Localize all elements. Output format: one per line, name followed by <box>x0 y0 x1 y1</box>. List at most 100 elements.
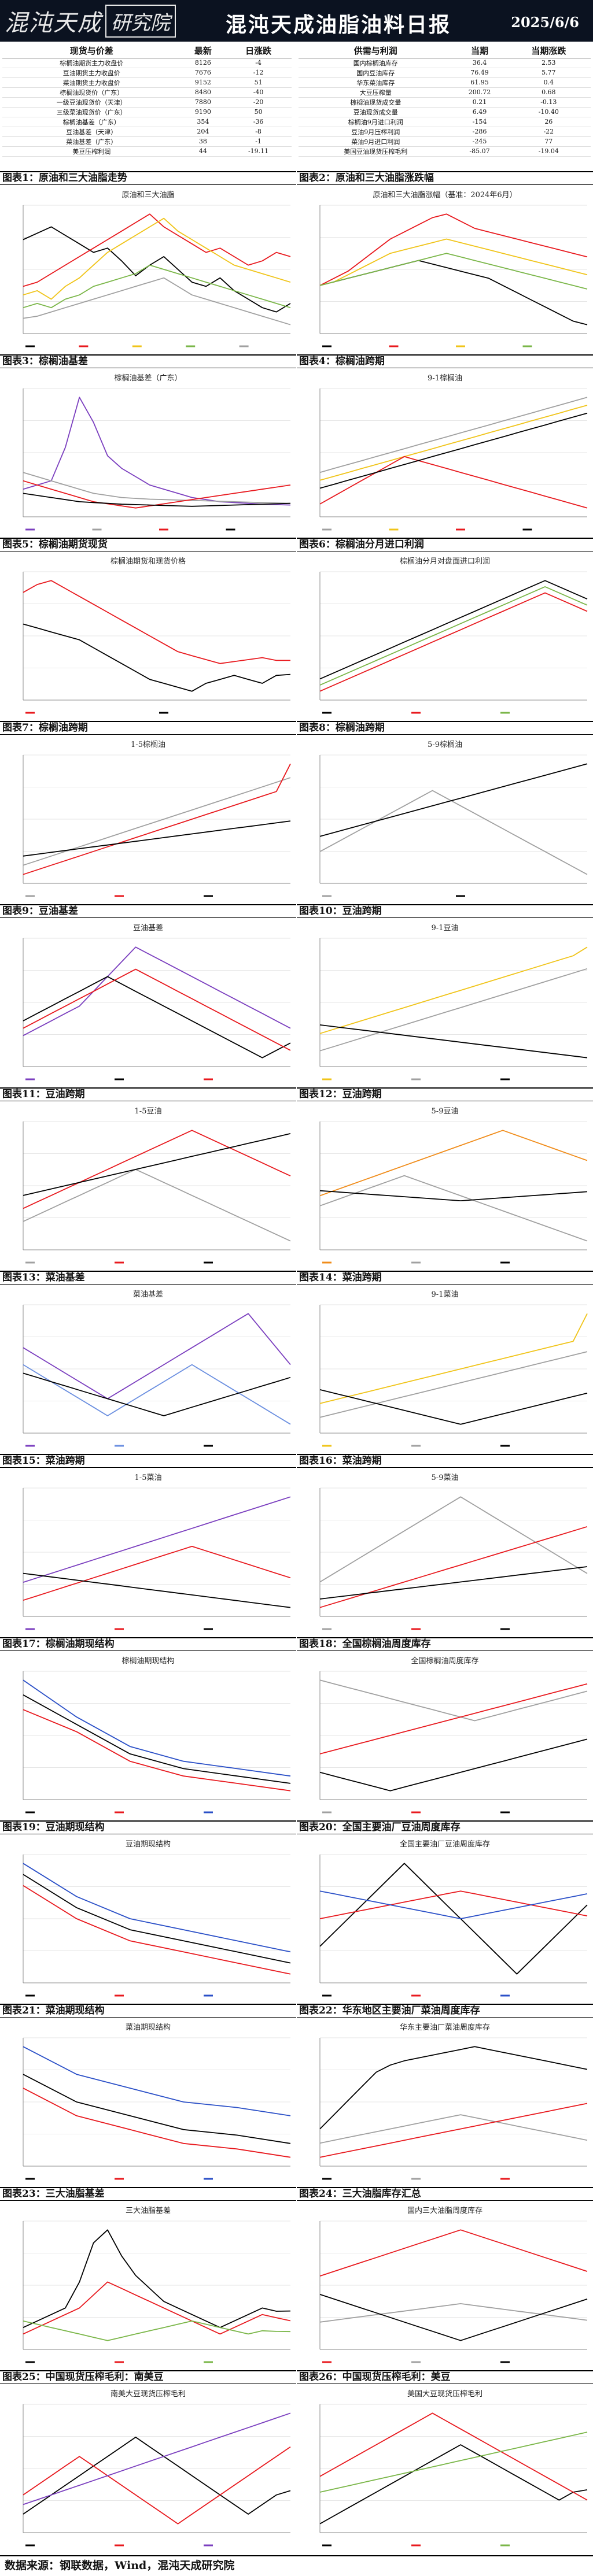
table-header-cell: 当期 <box>452 44 507 58</box>
series-line <box>319 260 588 325</box>
series-line <box>23 2412 291 2505</box>
table-cell: -85.07 <box>452 146 507 157</box>
series-line <box>319 405 588 481</box>
chart-section-header: 图表20：全国主要油厂豆油周度库存 <box>297 1820 593 1834</box>
report-header: 混沌天成 研究院 混沌天成油脂油料日报 2025/6/6 <box>0 0 593 42</box>
series-line <box>23 2437 291 2515</box>
chart: 美国大豆现货压榨毛利 <box>319 2389 588 2547</box>
table-row: 豆油基差（天津） 204 -8 <box>2 127 292 137</box>
table-cell: 棕榈油期货主力收盘价 <box>2 58 181 68</box>
series-line <box>319 1890 588 1919</box>
table-row: 棕榈油基差（广东） 354 -36 <box>2 117 292 127</box>
series-line <box>319 592 588 692</box>
series-line <box>319 1683 588 1755</box>
table-row: 国内豆油库存 76.49 5.77 <box>299 68 591 78</box>
series-line <box>319 2046 588 2130</box>
chart: 菜油期现结构 <box>23 2023 291 2180</box>
table-cell: 354 <box>181 117 226 127</box>
chart: 菜油基差 <box>23 1290 291 1447</box>
table-cell: 菜油期货主力收盘价 <box>2 77 181 88</box>
chart: 9-1豆油 <box>319 924 588 1080</box>
table-cell: 8480 <box>181 87 226 98</box>
table-cell: 三级菜油现货价（广东） <box>2 107 181 117</box>
series-line <box>23 472 291 504</box>
series-line <box>23 264 291 309</box>
series-line <box>319 1351 588 1418</box>
chart-title: 全国棕榈油周度库存 <box>411 1656 478 1665</box>
chart-section-header: 图表11：豆油跨期 <box>0 1087 296 1101</box>
table-cell: 华东菜油库存 <box>299 77 453 88</box>
chart-section-header: 图表24：三大油脂库存汇总 <box>297 2187 593 2201</box>
series-line <box>23 2074 291 2144</box>
series-line <box>23 2281 291 2335</box>
table-row: 菜油9月进口利润 -245 77 <box>299 136 591 147</box>
series-line <box>23 1545 291 1601</box>
series-line <box>319 1130 588 1197</box>
chart-title: 9-1菜油 <box>432 1290 459 1299</box>
series-line <box>23 1313 291 1400</box>
table-cell: 豆油期货主力收盘价 <box>2 68 181 78</box>
table-cell: -10.40 <box>506 107 591 117</box>
table-cell: -40 <box>225 87 292 98</box>
series-line <box>23 1496 291 1583</box>
chart-title: 1-5豆油 <box>135 1107 162 1116</box>
series-line <box>319 1190 588 1202</box>
table-row: 棕榈油现货价（广东） 8480 -40 <box>2 87 292 98</box>
chart-section-header: 图表5：棕榈油期货现货 <box>0 538 296 552</box>
table-cell: 豆油基差（天津） <box>2 127 181 137</box>
table-cell: -1 <box>225 136 292 147</box>
table-cell: 美豆压榨利润 <box>2 146 181 157</box>
chart: 豆油期现结构 <box>23 1840 291 1997</box>
series-line <box>319 1024 588 1058</box>
chart: 棕榈油期货和现货价格 <box>23 557 291 714</box>
table-cell: 61.95 <box>452 77 507 88</box>
chart-section-header: 图表6：棕榈油分月进口利润 <box>297 538 593 552</box>
series-line <box>319 1175 588 1242</box>
table-cell: 一级豆油现货价（天津） <box>2 97 181 108</box>
table-cell: 国内棕榈油库存 <box>299 58 453 68</box>
chart-title: 全国主要油厂豆油周度库存 <box>400 1840 490 1849</box>
chart-section-header: 图表1：原油和三大油脂走势 <box>0 171 296 185</box>
table-row: 菜油期货主力收盘价 9152 51 <box>2 77 292 88</box>
series-line <box>23 277 291 325</box>
table-row: 豆油现货成交量 6.49 -10.40 <box>299 107 591 117</box>
table-cell: -12 <box>225 68 292 78</box>
table-cell: 棕榈油现货成交量 <box>299 97 453 108</box>
table-cell: 菜油9月进口利润 <box>299 136 453 147</box>
series-line <box>23 763 291 875</box>
summary-tables: 现货与价差 最新 日涨跌 棕榈油期货主力收盘价 8126 -4 豆油期货主力收盘价 7676… <box>0 44 593 165</box>
table-cell: 0.21 <box>452 97 507 108</box>
chart: 5-9棕榈油 <box>319 741 588 897</box>
series-line <box>23 217 291 300</box>
series-line <box>319 1863 588 1975</box>
table-row: 大豆压榨量 200.72 0.68 <box>299 87 591 98</box>
table-cell: 菜油基差（广东） <box>2 136 181 147</box>
chart-title: 豆油期现结构 <box>126 1840 171 1849</box>
table-cell: 棕榈油9月进口利润 <box>299 117 453 127</box>
table-cell: -4 <box>225 58 292 68</box>
series-line <box>23 1679 291 1777</box>
table-row: 华东菜油库存 61.95 0.4 <box>299 77 591 88</box>
chart-title: 菜油期现结构 <box>126 2023 171 2032</box>
table-cell: -286 <box>452 127 507 137</box>
chart-section-header: 图表4：棕榈油跨期 <box>297 354 593 368</box>
series-line <box>319 2431 588 2493</box>
chart: 华东主要油厂菜油周度库存 <box>319 2023 588 2180</box>
table-cell: -20 <box>225 97 292 108</box>
series-line <box>319 1679 588 1722</box>
table-cell: 38 <box>181 136 226 147</box>
chart-section-header: 图表9：豆油基差 <box>0 904 296 918</box>
series-line <box>23 1694 291 1784</box>
table-cell: 7880 <box>181 97 226 108</box>
series-line <box>23 2320 291 2341</box>
table-cell: -36 <box>225 117 292 127</box>
series-line <box>319 2303 588 2323</box>
table-row: 国内棕榈油库存 36.4 2.53 <box>299 58 591 68</box>
chart: 棕榈油期现结构 <box>23 1657 291 1813</box>
chart: 原油和三大油脂 <box>23 191 291 347</box>
series-line <box>23 968 291 1051</box>
table-cell: 棕榈油现货价（广东） <box>2 87 181 98</box>
series-line <box>319 1738 588 1792</box>
table-cell: 26 <box>506 117 591 127</box>
chart: 5-9菜油 <box>319 1474 588 1630</box>
